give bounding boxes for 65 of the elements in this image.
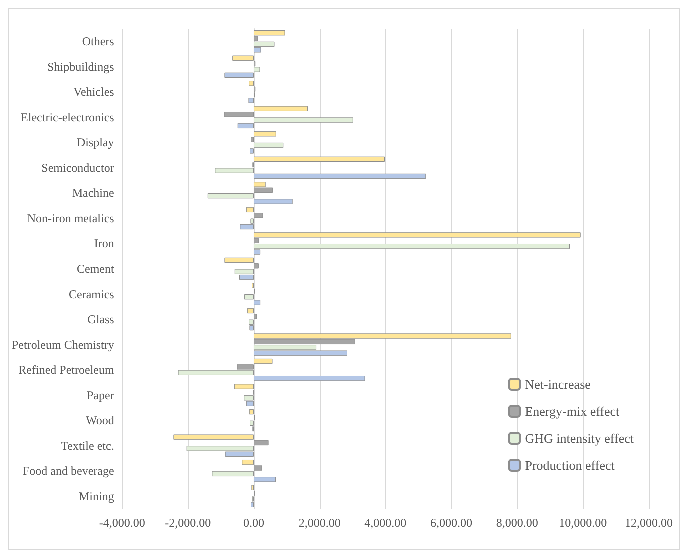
bar bbox=[249, 81, 254, 86]
y-tick-label: Glass bbox=[88, 312, 115, 327]
bar bbox=[238, 123, 254, 129]
x-tick-label: 2,000.00 bbox=[298, 516, 341, 530]
bar bbox=[249, 409, 254, 415]
bar bbox=[254, 106, 308, 112]
bar bbox=[254, 440, 269, 446]
x-tick-label: 12,000.00 bbox=[625, 516, 673, 530]
bar bbox=[224, 72, 254, 78]
bar bbox=[212, 471, 254, 477]
x-tick-label: 0.00 bbox=[243, 516, 264, 530]
bar bbox=[254, 376, 366, 382]
y-tick-label: Shipbuildings bbox=[48, 60, 115, 74]
y-tick-label: Food and beverage bbox=[23, 464, 114, 478]
legend-label: Production effect bbox=[525, 458, 616, 473]
y-tick-label: Others bbox=[82, 34, 115, 49]
bar bbox=[251, 137, 254, 142]
bar bbox=[208, 193, 254, 199]
legend-label: GHG intensity effect bbox=[525, 431, 634, 446]
bar bbox=[254, 199, 293, 204]
y-tick-label: Refined Petroeleum bbox=[18, 363, 115, 378]
bar bbox=[232, 56, 254, 61]
y-tick-label: Electric-electronics bbox=[21, 110, 115, 124]
bar bbox=[224, 112, 254, 118]
bar bbox=[254, 358, 273, 364]
y-tick-label: Textile etc. bbox=[61, 438, 114, 453]
x-tick-label: 8,000.00 bbox=[496, 516, 538, 530]
bar bbox=[254, 118, 354, 123]
bar bbox=[254, 174, 426, 180]
legend-label: Energy-mix effect bbox=[525, 404, 620, 419]
bar bbox=[224, 258, 254, 264]
y-tick-label: Display bbox=[76, 136, 114, 150]
bar bbox=[242, 460, 254, 466]
bar bbox=[254, 314, 257, 320]
x-tick-label: 6,000.00 bbox=[430, 516, 472, 530]
bar bbox=[246, 207, 254, 213]
bar bbox=[254, 156, 386, 162]
bar bbox=[254, 132, 276, 137]
y-tick-label: Non-iron metalics bbox=[27, 211, 115, 226]
y-tick-label: Petroleum Chemistry bbox=[12, 338, 114, 352]
x-tick-label: -2,000.00 bbox=[165, 516, 212, 530]
bar bbox=[254, 466, 262, 471]
bar bbox=[254, 300, 261, 306]
bar bbox=[250, 148, 254, 154]
y-tick-label: Cement bbox=[76, 262, 115, 276]
x-tick-label: -4,000.00 bbox=[99, 516, 146, 530]
y-tick-label: Vehicles bbox=[74, 85, 115, 100]
bar bbox=[254, 142, 284, 148]
bar bbox=[254, 213, 264, 218]
bar bbox=[244, 294, 254, 300]
bar bbox=[247, 308, 254, 314]
x-tick-label: 10,000.00 bbox=[559, 516, 608, 530]
bar bbox=[174, 434, 254, 440]
y-tick-label: Semiconductor bbox=[42, 160, 114, 175]
bar bbox=[254, 477, 276, 482]
bar bbox=[254, 264, 259, 269]
y-tick-label: Paper bbox=[86, 388, 114, 402]
y-tick-label: Ceramics bbox=[68, 287, 115, 302]
y-tick-label: Machine bbox=[72, 186, 114, 200]
legend-label: Net-increase bbox=[525, 377, 592, 392]
y-tick-label: Mining bbox=[78, 489, 114, 504]
y-tick-label: Wood bbox=[86, 414, 114, 428]
bar bbox=[248, 98, 254, 104]
y-tick-label: Iron bbox=[94, 236, 114, 251]
x-tick-label: 4,000.00 bbox=[364, 516, 407, 530]
